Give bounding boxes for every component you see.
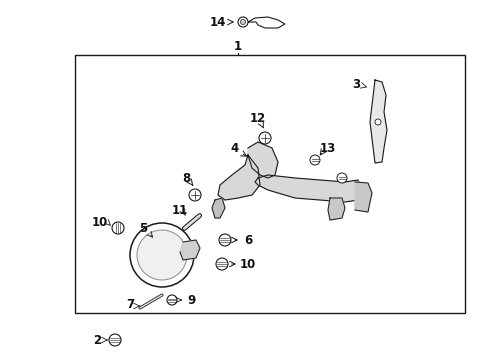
Circle shape — [309, 155, 319, 165]
Text: 6: 6 — [244, 234, 252, 247]
Text: 9: 9 — [187, 293, 196, 306]
Polygon shape — [247, 142, 278, 178]
Text: 12: 12 — [249, 112, 265, 125]
Bar — [75, 55, 464, 313]
Circle shape — [336, 173, 346, 183]
Text: 8: 8 — [182, 171, 190, 184]
Circle shape — [112, 222, 124, 234]
Circle shape — [130, 223, 194, 287]
Polygon shape — [218, 155, 260, 200]
Text: 7: 7 — [126, 298, 134, 311]
Circle shape — [137, 230, 186, 280]
Polygon shape — [354, 182, 371, 212]
Polygon shape — [327, 198, 345, 220]
Circle shape — [167, 295, 177, 305]
Polygon shape — [369, 80, 386, 163]
Polygon shape — [180, 240, 200, 260]
Circle shape — [189, 189, 201, 201]
Circle shape — [219, 234, 230, 246]
Text: 11: 11 — [171, 203, 188, 216]
Text: 14: 14 — [209, 15, 226, 28]
Circle shape — [240, 19, 245, 24]
Text: 1: 1 — [233, 40, 242, 54]
Circle shape — [374, 119, 380, 125]
Text: 4: 4 — [230, 141, 239, 154]
Polygon shape — [212, 198, 224, 218]
Circle shape — [238, 17, 247, 27]
Polygon shape — [254, 175, 361, 202]
Text: 5: 5 — [139, 221, 147, 234]
Text: 3: 3 — [351, 77, 359, 90]
Text: 10: 10 — [92, 216, 108, 229]
Text: 13: 13 — [319, 141, 335, 154]
Text: 2: 2 — [93, 333, 101, 346]
Text: 10: 10 — [240, 257, 256, 270]
Circle shape — [216, 258, 227, 270]
Circle shape — [109, 334, 121, 346]
Circle shape — [259, 132, 270, 144]
